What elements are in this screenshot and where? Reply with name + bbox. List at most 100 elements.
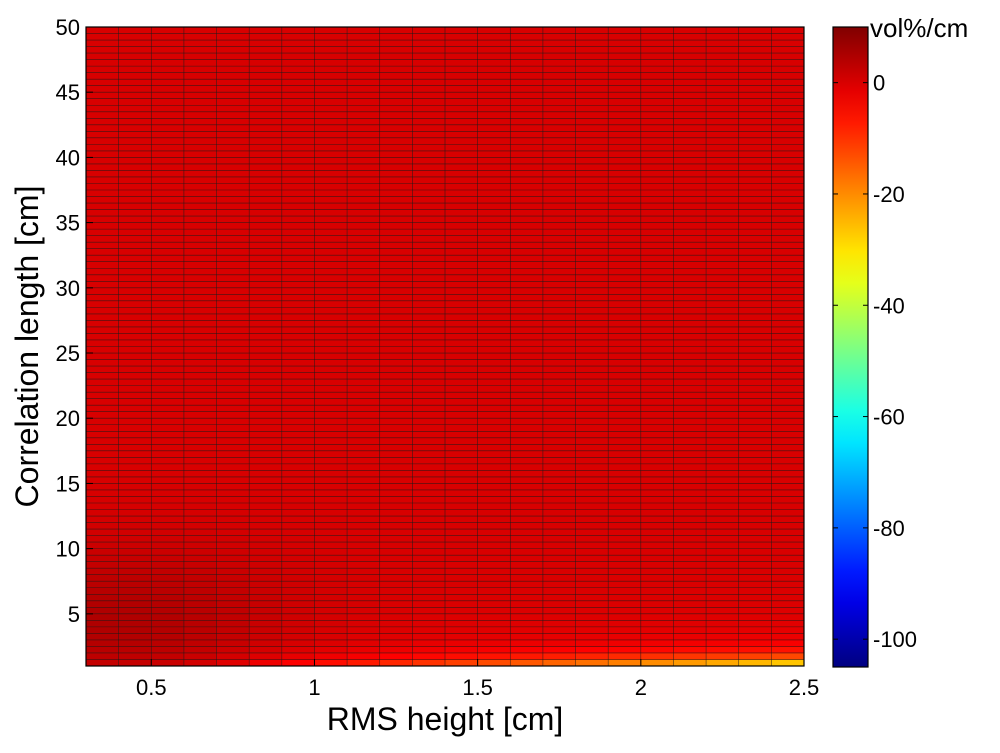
heatmap-cell <box>738 229 772 236</box>
heatmap-cell <box>412 607 446 615</box>
heatmap-cell <box>445 53 478 60</box>
heatmap-cell <box>706 294 740 302</box>
heatmap-cell <box>510 79 544 86</box>
heatmap-cell <box>151 587 185 595</box>
heatmap-cell <box>706 27 740 34</box>
heatmap-cell <box>379 437 413 445</box>
heatmap-cell <box>738 366 772 373</box>
heatmap-cell <box>151 652 185 660</box>
heatmap-cell <box>412 66 446 73</box>
x-axis-title: RMS height [cm] <box>327 701 564 737</box>
heatmap-cell <box>249 66 283 73</box>
heatmap-cell <box>118 209 152 217</box>
heatmap-cell <box>216 33 250 41</box>
heatmap-cell <box>608 359 642 367</box>
heatmap-cell <box>151 118 185 126</box>
heatmap-cell <box>183 639 217 647</box>
heatmap-cell <box>314 502 348 510</box>
heatmap-cell <box>445 118 478 126</box>
heatmap-cell <box>771 470 805 478</box>
heatmap-cell <box>347 144 381 152</box>
heatmap-cell <box>412 313 446 321</box>
heatmap-cell <box>771 27 805 34</box>
heatmap-cell <box>706 170 740 178</box>
heatmap-cell <box>216 607 250 615</box>
heatmap-cell <box>673 496 707 504</box>
heatmap-cell <box>86 366 119 373</box>
heatmap-cell <box>608 333 642 341</box>
heatmap-cell <box>249 646 283 654</box>
heatmap-cell <box>379 542 413 549</box>
heatmap-cell <box>281 131 315 139</box>
heatmap-cell <box>151 242 185 249</box>
heatmap-cell <box>706 326 740 334</box>
heatmap-cell <box>673 509 707 517</box>
heatmap-cell <box>314 190 348 197</box>
heatmap-cell <box>738 411 772 419</box>
heatmap-cell <box>542 137 576 145</box>
heatmap-cell <box>314 170 348 178</box>
heatmap-cell <box>738 124 772 132</box>
heatmap-cell <box>640 542 674 549</box>
heatmap-cell <box>706 307 740 315</box>
heatmap-cell <box>510 379 544 386</box>
heatmap-cell <box>640 476 674 484</box>
heatmap-cell <box>86 33 119 41</box>
heatmap-cell <box>575 411 609 419</box>
heatmap-cell <box>738 287 772 295</box>
heatmap-grid <box>86 27 804 666</box>
heatmap-cell <box>183 98 217 106</box>
heatmap-cell <box>575 261 609 269</box>
heatmap-cell <box>510 98 544 106</box>
heatmap-cell <box>412 137 446 145</box>
heatmap-cell <box>151 476 185 484</box>
heatmap-cell <box>216 587 250 595</box>
heatmap-cell <box>183 359 217 367</box>
heatmap-cell <box>771 183 805 191</box>
heatmap-cell <box>608 463 642 471</box>
heatmap-cell <box>510 216 544 223</box>
heatmap-cell <box>575 229 609 236</box>
heatmap-cell <box>510 242 544 249</box>
heatmap-cell <box>216 568 250 576</box>
heatmap-cell <box>673 203 707 210</box>
heatmap-cell <box>183 300 217 308</box>
heatmap-cell <box>249 281 283 289</box>
heatmap-cell <box>738 574 772 582</box>
heatmap-cell <box>575 137 609 145</box>
heatmap-cell <box>608 85 642 93</box>
heatmap-cell <box>706 59 740 67</box>
heatmap-cell <box>673 339 707 347</box>
heatmap-cell <box>575 196 609 204</box>
heatmap-cell <box>542 555 576 562</box>
heatmap-cell <box>510 196 544 204</box>
heatmap-cell <box>640 170 674 178</box>
heatmap-cell <box>183 176 217 184</box>
heatmap-cell <box>510 405 544 412</box>
heatmap-cell <box>216 66 250 73</box>
heatmap-cell <box>216 144 250 152</box>
heatmap-cell <box>510 170 544 178</box>
heatmap-cell <box>347 522 381 530</box>
heatmap-cell <box>640 229 674 236</box>
heatmap-cell <box>510 209 544 217</box>
heatmap-cell <box>379 235 413 243</box>
heatmap-cell <box>575 235 609 243</box>
heatmap-cell <box>477 411 511 419</box>
heatmap-cell <box>477 489 511 497</box>
heatmap-cell <box>183 411 217 419</box>
heatmap-cell <box>738 255 772 263</box>
heatmap-cell <box>216 509 250 517</box>
heatmap-cell <box>412 300 446 308</box>
heatmap-cell <box>347 190 381 197</box>
heatmap-cell <box>183 40 217 47</box>
heatmap-cell <box>608 470 642 478</box>
heatmap-cell <box>412 398 446 406</box>
heatmap-cell <box>445 33 478 41</box>
heatmap-cell <box>412 444 446 452</box>
heatmap-cell <box>86 457 119 465</box>
heatmap-cell <box>379 646 413 654</box>
heatmap-cell <box>151 105 185 113</box>
heatmap-cell <box>706 652 740 660</box>
heatmap-cell <box>314 255 348 263</box>
